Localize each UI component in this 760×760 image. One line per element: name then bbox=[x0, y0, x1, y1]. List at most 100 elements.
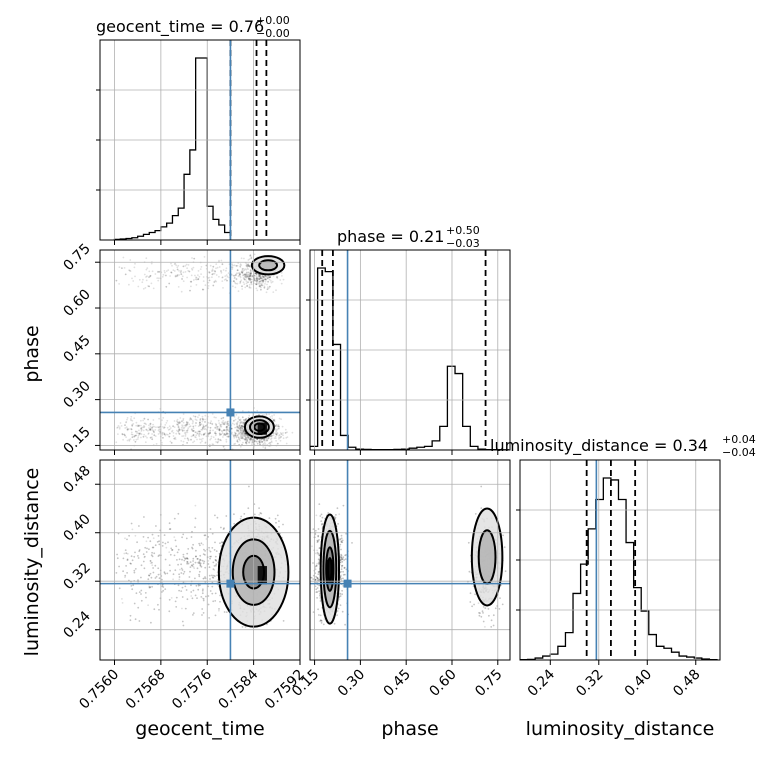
scatter-point bbox=[215, 416, 217, 419]
scatter-point bbox=[248, 273, 251, 275]
scatter-point bbox=[174, 275, 177, 278]
scatter-point bbox=[187, 548, 190, 550]
scatter-point bbox=[172, 573, 175, 576]
scatter-point bbox=[199, 430, 202, 433]
scatter-point bbox=[269, 442, 271, 444]
scatter-point bbox=[245, 437, 248, 439]
scatter-point bbox=[177, 426, 180, 429]
scatter-point bbox=[247, 265, 250, 267]
scatter-point bbox=[192, 612, 195, 614]
scatter-point bbox=[135, 421, 138, 424]
scatter-point bbox=[249, 437, 252, 440]
scatter-point bbox=[259, 275, 262, 278]
scatter-point bbox=[199, 424, 202, 427]
scatter-point bbox=[142, 429, 145, 432]
scatter-point bbox=[264, 275, 266, 277]
scatter-point bbox=[174, 436, 177, 439]
scatter-point bbox=[279, 437, 281, 439]
scatter-point bbox=[203, 548, 205, 551]
scatter-point bbox=[175, 545, 178, 548]
scatter-point bbox=[286, 431, 288, 434]
scatter-point bbox=[192, 425, 195, 428]
scatter-point bbox=[148, 276, 151, 278]
scatter-point bbox=[241, 431, 244, 434]
scatter-point bbox=[184, 557, 186, 560]
scatter-point bbox=[214, 422, 217, 425]
scatter-point bbox=[168, 428, 171, 431]
scatter-point bbox=[261, 440, 264, 443]
scatter-point bbox=[187, 439, 190, 442]
scatter-point bbox=[213, 269, 216, 272]
scatter-point bbox=[119, 422, 122, 424]
scatter-point bbox=[250, 437, 253, 440]
scatter-point bbox=[280, 418, 282, 421]
scatter-point bbox=[124, 424, 126, 426]
scatter-point bbox=[137, 438, 139, 440]
scatter-point bbox=[239, 426, 242, 428]
scatter-point bbox=[181, 424, 184, 427]
scatter-point bbox=[145, 279, 148, 282]
scatter-point bbox=[198, 434, 200, 436]
scatter-point bbox=[182, 435, 185, 437]
scatter-point bbox=[262, 275, 264, 278]
scatter-point bbox=[223, 448, 226, 450]
scatter-point bbox=[187, 548, 190, 550]
scatter-point bbox=[243, 513, 246, 515]
scatter-point bbox=[117, 433, 119, 435]
scatter-point bbox=[219, 594, 222, 597]
scatter-point bbox=[255, 283, 258, 286]
scatter-point bbox=[240, 279, 243, 282]
scatter-point bbox=[202, 427, 204, 430]
scatter-point bbox=[197, 588, 200, 591]
scatter-point bbox=[236, 429, 238, 431]
scatter-point bbox=[207, 285, 210, 287]
scatter-point bbox=[238, 432, 240, 435]
scatter-point bbox=[264, 275, 267, 278]
scatter-point bbox=[255, 280, 258, 283]
scatter-point bbox=[149, 422, 152, 425]
scatter-point bbox=[212, 568, 215, 570]
scatter-point bbox=[161, 431, 164, 434]
scatter-point bbox=[189, 561, 192, 563]
scatter-point bbox=[180, 563, 183, 566]
scatter-point bbox=[248, 442, 251, 444]
scatter-point bbox=[258, 278, 261, 280]
scatter-point bbox=[174, 539, 177, 542]
scatter-point bbox=[233, 280, 236, 283]
scatter-point bbox=[195, 277, 198, 279]
scatter-point bbox=[219, 434, 221, 436]
scatter-point bbox=[276, 275, 279, 278]
scatter-point bbox=[243, 433, 246, 435]
scatter-point bbox=[202, 426, 205, 428]
scatter-point bbox=[266, 288, 269, 291]
scatter-point bbox=[240, 429, 243, 432]
scatter-point bbox=[212, 443, 215, 446]
scatter-point bbox=[192, 415, 195, 417]
scatter-point bbox=[249, 439, 252, 441]
scatter-point bbox=[257, 440, 260, 443]
scatter-point bbox=[266, 283, 268, 286]
scatter-point bbox=[257, 278, 260, 280]
scatter-point bbox=[201, 589, 204, 592]
scatter-point bbox=[219, 542, 221, 545]
scatter-point bbox=[265, 413, 268, 416]
scatter-point bbox=[131, 528, 134, 531]
scatter-point bbox=[275, 521, 277, 524]
scatter-point bbox=[126, 428, 129, 431]
scatter-point bbox=[199, 562, 202, 565]
scatter-point bbox=[215, 563, 218, 565]
scatter-point bbox=[182, 533, 185, 536]
scatter-point bbox=[189, 425, 192, 428]
scatter-point bbox=[256, 277, 259, 280]
scatter-point bbox=[181, 607, 183, 610]
scatter-point bbox=[216, 516, 219, 519]
scatter-point bbox=[268, 276, 271, 279]
scatter-point bbox=[125, 426, 128, 429]
scatter-point bbox=[244, 275, 246, 278]
scatter-point bbox=[211, 592, 214, 595]
scatter-point bbox=[189, 289, 191, 292]
scatter-point bbox=[126, 428, 129, 431]
scatter-point bbox=[233, 277, 236, 280]
scatter-point bbox=[176, 559, 178, 561]
scatter-point bbox=[169, 553, 172, 556]
